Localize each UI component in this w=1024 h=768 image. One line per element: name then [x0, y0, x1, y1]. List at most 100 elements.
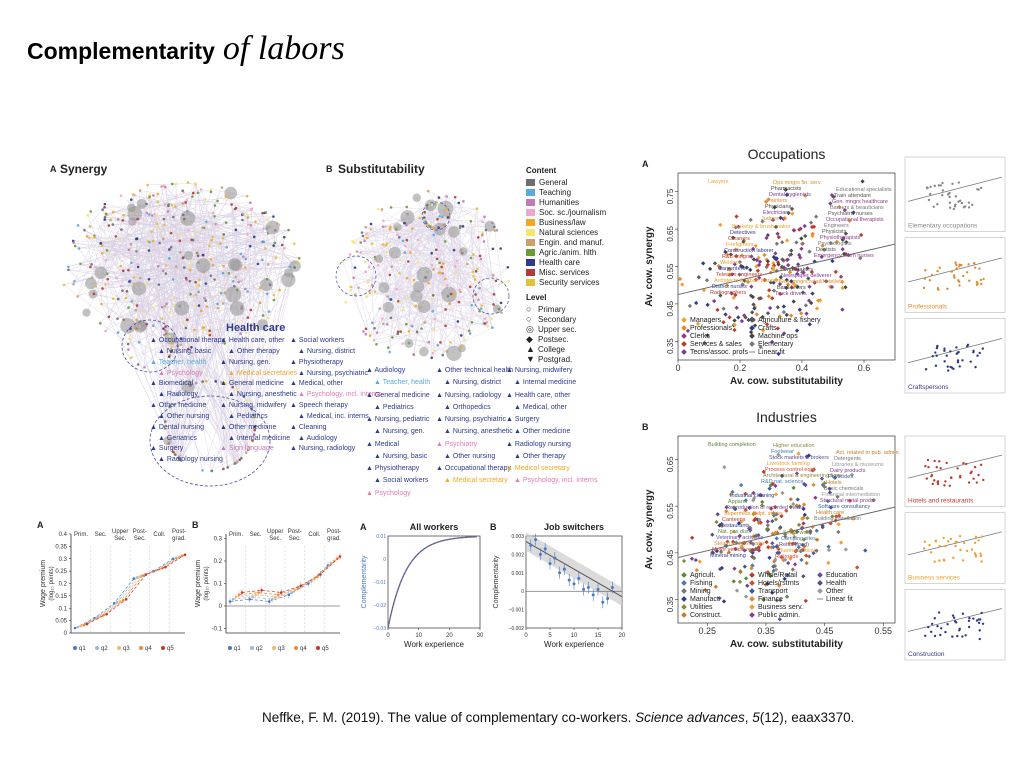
citation-volume: 5	[752, 710, 760, 725]
legend-label: Health care	[539, 257, 580, 267]
network-edge	[137, 238, 181, 253]
legend-label: Managers	[690, 317, 722, 324]
network-node	[241, 212, 245, 216]
legend-marker	[749, 341, 755, 347]
content-legend-item: Teaching	[526, 187, 636, 197]
network-node	[100, 302, 103, 306]
facet-point	[980, 282, 983, 286]
network-node	[199, 188, 203, 191]
data-point	[534, 538, 538, 542]
network-edge	[180, 317, 248, 461]
data-point	[753, 277, 759, 282]
facet-point	[968, 616, 971, 620]
network-node-label: ▲ Occupational therapy	[150, 337, 226, 344]
x-axis-label: Av. cow. substitutability	[730, 376, 843, 387]
data-point	[770, 296, 775, 301]
facet-point	[934, 351, 937, 354]
y-axis-label: Av. cow. synergy	[644, 489, 655, 570]
network-edge	[162, 306, 255, 435]
data-point	[843, 547, 848, 552]
data-point	[844, 240, 849, 245]
network-node-label: ▲ Psychology	[158, 369, 203, 377]
point-label: Footwear	[771, 449, 794, 455]
network-edge	[105, 283, 134, 332]
network-node	[444, 208, 448, 211]
network-node	[437, 196, 441, 199]
network-node	[111, 297, 115, 301]
network-node	[434, 248, 438, 252]
network-node	[201, 253, 205, 257]
data-point	[811, 482, 816, 487]
facet-point	[935, 465, 938, 469]
facet-point	[935, 354, 938, 357]
network-node	[125, 289, 129, 293]
network-node	[198, 278, 201, 282]
network-edge	[131, 199, 235, 265]
data-point	[596, 587, 600, 591]
network-edge	[106, 250, 240, 460]
point-label: Pharmacists	[771, 186, 802, 192]
facet-point	[965, 271, 969, 274]
network-node-label: ▲ Nursing, pediatric	[366, 416, 430, 424]
data-point	[789, 279, 794, 284]
data-point	[567, 578, 571, 582]
network-node	[182, 266, 186, 269]
network-node	[267, 225, 271, 228]
network-edge	[187, 210, 269, 234]
network-edge	[408, 228, 413, 344]
data-point	[712, 298, 717, 304]
x-tick-label: 0.55	[875, 626, 893, 636]
point-label: Engineers	[824, 223, 849, 229]
panel-label: B	[192, 520, 199, 530]
network-node-label: ▲ Nursing, midwifery	[506, 367, 573, 374]
legend-label: Tecns/assoc. profs	[690, 349, 748, 356]
data-point	[784, 238, 790, 243]
network-node	[490, 221, 494, 225]
chart-title: Occupations	[748, 146, 826, 162]
network-node	[376, 207, 380, 211]
point-label: Emergency room nurses	[814, 253, 874, 259]
network-edge	[129, 338, 212, 472]
network-edge	[378, 226, 391, 259]
network-edge	[214, 205, 274, 246]
network-node	[136, 265, 140, 269]
data-point	[768, 573, 773, 578]
facet-point	[938, 266, 941, 269]
network-node	[458, 288, 461, 292]
legend-marker	[681, 341, 687, 347]
legend-label: q2	[101, 646, 108, 652]
network-edge	[169, 202, 186, 250]
level-header: Upper	[267, 529, 283, 535]
network-node	[216, 199, 219, 203]
data-point	[796, 522, 802, 528]
legend-marker	[272, 646, 276, 650]
network-node	[174, 265, 178, 268]
network-node	[208, 244, 211, 248]
network-node	[252, 413, 255, 417]
facet-point	[974, 535, 978, 538]
facet-point	[945, 354, 948, 357]
level-marker-icon: ◎	[526, 323, 534, 334]
network-edge	[383, 287, 433, 354]
network-edge	[151, 231, 174, 453]
network-node	[155, 222, 159, 225]
network-edge	[455, 266, 480, 312]
network-node	[427, 340, 431, 344]
network-node-label: ▲ Medical, inc. interns	[298, 412, 369, 420]
legend-marker	[161, 646, 165, 650]
network-edge	[135, 310, 228, 468]
network-node	[370, 242, 374, 245]
facet-point	[955, 346, 958, 349]
data-point	[726, 550, 732, 555]
facet-point	[948, 201, 952, 204]
facet-point	[958, 534, 962, 538]
network-edge	[234, 208, 249, 218]
network-edge	[107, 212, 148, 274]
legend-marker	[681, 572, 687, 578]
network-node	[405, 205, 409, 209]
data-point	[833, 269, 838, 275]
network-node	[369, 228, 373, 231]
data-point	[803, 598, 808, 603]
data-point	[804, 529, 810, 534]
